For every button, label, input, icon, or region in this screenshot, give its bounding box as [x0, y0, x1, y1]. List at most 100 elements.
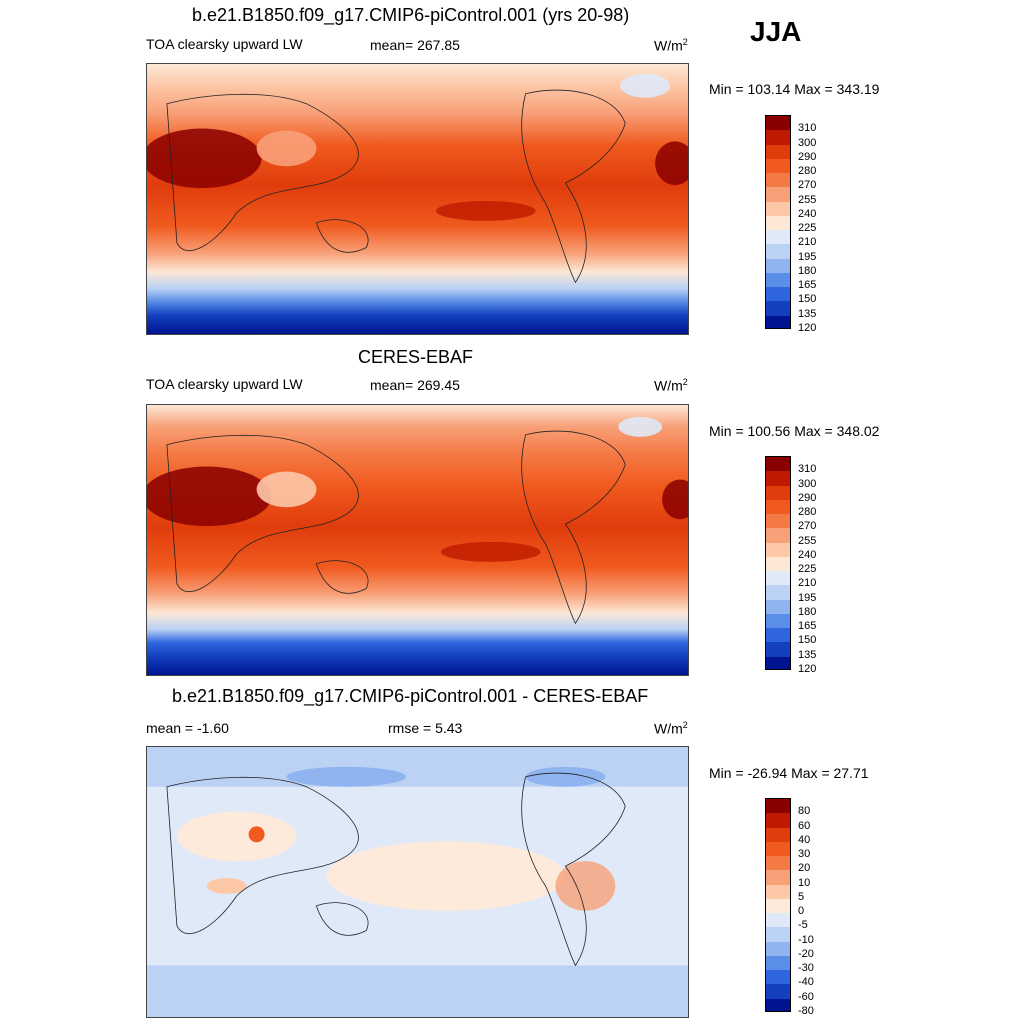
colorbar-swatch	[766, 599, 790, 614]
colorbar-tick-label: 255	[798, 534, 817, 547]
colorbar-swatch	[766, 827, 790, 842]
colorbar-tick-label: 195	[798, 250, 817, 263]
colorbar-tick-label: -30	[798, 962, 814, 975]
colorbar-swatch	[766, 258, 790, 273]
colorbar-swatch	[766, 656, 790, 669]
colorbar-tick-label: 195	[798, 591, 817, 604]
panel3-map	[146, 746, 689, 1018]
colorbar-swatch	[766, 870, 790, 885]
colorbar-tick-label: 210	[798, 236, 817, 249]
colorbar-swatch	[766, 528, 790, 543]
colorbar-tick-label: 180	[798, 605, 817, 618]
colorbar-tick-label: 270	[798, 179, 817, 192]
colorbar-swatch	[766, 272, 790, 288]
colorbar-tick-label: -80	[798, 1005, 814, 1017]
colorbar-swatch	[766, 856, 790, 871]
colorbar-tick-label: 310	[798, 463, 817, 476]
colorbar-tick-label: 240	[798, 207, 817, 220]
panel2-map	[146, 404, 689, 676]
colorbar-swatch	[766, 173, 790, 188]
colorbar-swatch	[766, 301, 790, 316]
colorbar-tick-label: -60	[798, 990, 814, 1003]
colorbar-swatch	[766, 230, 790, 245]
colorbar-tick-label: 30	[798, 848, 811, 861]
colorbar-tick-label: 225	[798, 563, 817, 576]
colorbar-tick-label: 40	[798, 833, 811, 846]
panel1-left-label: TOA clearsky upward LW	[146, 36, 303, 52]
colorbar-tick-label: 20	[798, 862, 811, 875]
panel2-left-label: TOA clearsky upward LW	[146, 376, 303, 392]
colorbar-swatch	[766, 984, 790, 999]
panel3-title: b.e21.B1850.f09_g17.CMIP6-piControl.001 …	[172, 686, 649, 706]
panel1-mean-label: mean= 267.85	[370, 37, 460, 53]
colorbar-swatch	[766, 585, 790, 600]
colorbar-tick-label: 210	[798, 577, 817, 590]
colorbar-swatch	[766, 130, 790, 145]
colorbar-tick-label: 270	[798, 520, 817, 533]
colorbar-swatch	[766, 158, 790, 174]
colorbar-tick-label: 165	[798, 279, 817, 292]
colorbar-swatch	[766, 499, 790, 515]
colorbar-swatch	[766, 970, 790, 985]
colorbar-tick-label: 135	[798, 307, 817, 320]
colorbar-swatch	[766, 955, 790, 971]
panel2-title: CERES-EBAF	[358, 347, 474, 367]
colorbar-swatch	[766, 841, 790, 857]
colorbar-swatch	[766, 485, 790, 500]
colorbar-swatch	[766, 471, 790, 486]
colorbar-swatch	[766, 201, 790, 216]
colorbar-tick-label: 255	[798, 193, 817, 206]
colorbar-tick-label: 10	[798, 876, 811, 889]
colorbar-swatch	[766, 998, 790, 1011]
panel3-mean-label: mean = -1.60	[146, 720, 229, 736]
panel1-minmax: Min = 103.14 Max = 343.19	[709, 81, 880, 97]
colorbar-tick-label: 5	[798, 890, 805, 903]
colorbar-swatch	[766, 556, 790, 572]
colorbar-swatch	[766, 628, 790, 643]
colorbar-swatch	[766, 144, 790, 159]
colorbar-tick-label: 120	[798, 663, 817, 675]
colorbar-swatch	[766, 613, 790, 629]
panel3-minmax: Min = -26.94 Max = 27.71	[709, 765, 869, 781]
colorbar-tick-label: -40	[798, 976, 814, 989]
colorbar-swatch	[766, 571, 790, 586]
panel1-map	[146, 63, 689, 335]
colorbar-tick-label: 290	[798, 491, 817, 504]
colorbar-tick-label: 165	[798, 620, 817, 633]
colorbar-tick-label: 150	[798, 293, 817, 306]
colorbar-tick-label: 225	[798, 222, 817, 235]
colorbar-tick-label: 180	[798, 264, 817, 277]
colorbar-tick-label: 280	[798, 165, 817, 178]
panel2-minmax: Min = 100.56 Max = 348.02	[709, 423, 880, 439]
colorbar-swatch	[766, 799, 790, 814]
panel3-colorbar	[765, 798, 791, 1012]
colorbar-swatch	[766, 941, 790, 956]
colorbar-tick-label: 60	[798, 819, 811, 832]
colorbar-tick-label: 120	[798, 322, 817, 334]
colorbar-swatch	[766, 913, 790, 928]
colorbar-tick-label: 310	[798, 122, 817, 135]
colorbar-tick-label: 80	[798, 805, 811, 818]
colorbar-swatch	[766, 187, 790, 202]
panel3-units: W/m2	[654, 720, 688, 737]
colorbar-swatch	[766, 287, 790, 302]
colorbar-swatch	[766, 514, 790, 529]
panel2-colorbar	[765, 456, 791, 670]
colorbar-swatch	[766, 642, 790, 657]
colorbar-swatch	[766, 457, 790, 472]
colorbar-swatch	[766, 116, 790, 131]
colorbar-tick-label: 280	[798, 506, 817, 519]
season-label: JJA	[750, 16, 802, 47]
panel1-title: b.e21.B1850.f09_g17.CMIP6-piControl.001 …	[192, 5, 630, 25]
colorbar-swatch	[766, 542, 790, 557]
colorbar-tick-label: 150	[798, 634, 817, 647]
colorbar-swatch	[766, 215, 790, 231]
panel1-colorbar	[765, 115, 791, 329]
colorbar-swatch	[766, 884, 790, 899]
colorbar-tick-label: 290	[798, 150, 817, 163]
colorbar-swatch	[766, 898, 790, 914]
colorbar-tick-label: 240	[798, 548, 817, 561]
colorbar-tick-label: 135	[798, 648, 817, 661]
colorbar-tick-label: 300	[798, 477, 817, 490]
colorbar-tick-label: -5	[798, 919, 808, 932]
